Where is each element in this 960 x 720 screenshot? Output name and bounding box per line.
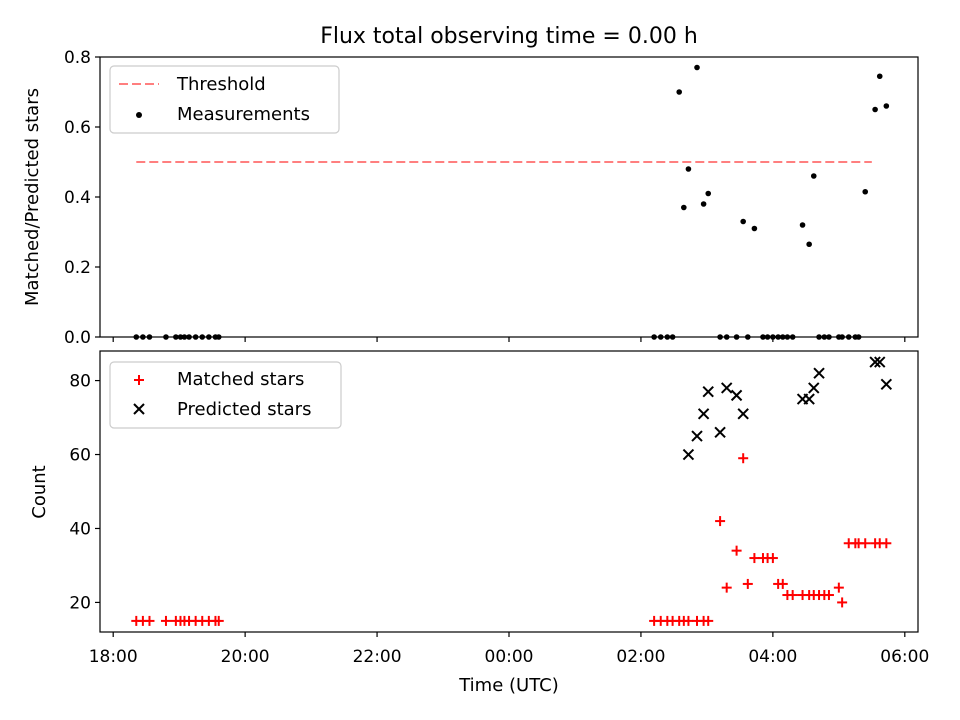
predicted-star-point (720, 382, 733, 394)
x-tick-label: 00:00 (485, 647, 534, 667)
matched-star-point (767, 553, 778, 564)
x-axis-label: Time (UTC) (458, 675, 559, 696)
x-tick-label: 18:00 (89, 647, 138, 667)
bottom-legend: Matched stars Predicted stars (109, 361, 342, 429)
matched-star-point (738, 453, 749, 464)
matched-star-point (742, 578, 753, 589)
matched-star-point (731, 545, 742, 556)
measurement-point (810, 173, 817, 179)
predicted-star-point (813, 367, 825, 379)
top-y-tick-label: 0.8 (64, 48, 91, 68)
predicted-star-point (702, 385, 714, 398)
measurements-legend-swatch (136, 112, 142, 118)
measurement-point (685, 166, 692, 172)
measurement-point (751, 225, 758, 232)
matched-star-point (721, 582, 732, 593)
measurement-point (705, 190, 712, 197)
matched-star-point (777, 578, 788, 589)
predicted-star-point (808, 382, 820, 394)
measurement-point (681, 204, 687, 211)
bottom-y-axis-label: Count (29, 465, 50, 518)
measurement-point (676, 89, 682, 95)
top-legend-box (109, 65, 340, 134)
bottom-y-tick-label: 80 (69, 372, 91, 392)
matched-legend-label: Matched stars (177, 369, 304, 390)
predicted-star-point (691, 430, 703, 442)
predicted-legend-swatch (133, 403, 145, 415)
top-y-axis-label: Matched/Predicted stars (22, 88, 43, 306)
bottom-panel: 20 40 60 80 18:00 20:00 22:00 00:00 02:00 04:00 0… (29, 350, 929, 696)
bottom-y-tick-label: 20 (69, 593, 91, 613)
predicted-star-point (730, 389, 743, 402)
matched-star-point (213, 615, 224, 626)
bottom-x-axis: 18:00 20:00 22:00 00:00 02:00 04:00 06:00 (89, 632, 929, 667)
measurements-legend-label: Measurements (177, 104, 310, 125)
matched-star-point (715, 516, 726, 527)
top-y-axis: 0.0 0.2 0.4 0.6 0.8 (64, 48, 100, 348)
measurement-point (700, 201, 707, 207)
matched-star-point (683, 615, 694, 626)
measurement-point (740, 218, 746, 225)
top-y-tick-label: 0.2 (64, 258, 91, 278)
top-x-ticks (112, 337, 906, 342)
predicted-legend-label: Predicted stars (177, 399, 311, 420)
matched-star-point (837, 597, 848, 608)
bottom-y-tick-label: 40 (69, 519, 91, 539)
top-legend: Threshold Measurements (109, 65, 340, 134)
measurement-point (872, 106, 878, 113)
matched-legend-swatch (134, 375, 144, 385)
measurement-point (883, 103, 890, 109)
predicted-star-point (880, 378, 893, 390)
measurement-point (862, 188, 869, 195)
measurement-point (694, 64, 700, 71)
matched-star-point (787, 590, 798, 601)
measurement-point (876, 73, 883, 80)
x-tick-label: 20:00 (221, 647, 270, 667)
x-tick-label: 06:00 (880, 647, 929, 667)
predicted-star-point (874, 356, 886, 368)
matched-star-point (860, 538, 871, 549)
matched-star-point (833, 582, 844, 593)
top-y-tick-label: 0.4 (64, 188, 91, 208)
x-tick-label: 22:00 (353, 647, 402, 667)
matched-star-point (703, 615, 714, 626)
matched-star-point (144, 615, 155, 626)
x-tick-label: 04:00 (748, 647, 797, 667)
measurement-point (799, 222, 806, 228)
bottom-y-tick-label: 60 (69, 446, 91, 466)
top-y-tick-label: 0.0 (64, 328, 91, 348)
bottom-marks (131, 356, 893, 626)
predicted-star-point (714, 426, 726, 439)
predicted-star-point (803, 393, 815, 405)
x-tick-label: 02:00 (616, 647, 665, 667)
top-panel: 0.00.20.40.60.8 Matched/Predicted stars … (22, 48, 919, 348)
predicted-star-point (737, 408, 749, 420)
matched-star-point (160, 615, 171, 626)
bottom-y-axis: 20 40 60 80 (69, 372, 100, 613)
matched-star-point (823, 590, 834, 601)
top-y-tick-label: 0.6 (64, 118, 91, 138)
bottom-legend-box (109, 361, 342, 429)
matched-star-point (881, 538, 892, 549)
predicted-star-point (682, 448, 695, 461)
predicted-star-point (697, 408, 710, 420)
predicted-star-point (869, 356, 881, 368)
chart-title: Flux total observing time = 0.00 h (320, 24, 698, 49)
measurement-point (806, 241, 812, 248)
matched-star-point (749, 553, 760, 564)
threshold-legend-label: Threshold (176, 74, 266, 95)
